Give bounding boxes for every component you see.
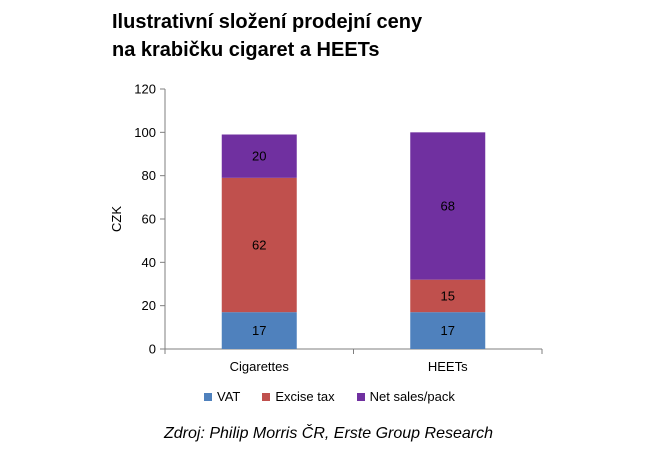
y-tick-label-40: 40: [142, 255, 156, 270]
bar-cigarettes-vat: [221, 312, 297, 349]
source-note: Zdroj: Philip Morris ČR, Erste Group Res…: [164, 425, 493, 442]
x-tick-label-heets: HEETs: [428, 359, 468, 374]
chart-bars: 17 62 20 17 15 68: [221, 132, 486, 349]
legend-swatch-net-sales: [356, 392, 365, 401]
data-label-heets-excise-tax: 15: [441, 288, 455, 303]
legend-item-net-sales: Net sales/pack: [356, 389, 455, 404]
legend-label-excise-tax: Excise tax: [275, 389, 335, 404]
y-axis-title: CZK: [109, 206, 124, 232]
legend-swatch-vat: [204, 392, 212, 401]
y-tick-label-20: 20: [142, 298, 156, 313]
chart-title-line-2: na krabičku cigaret a HEETs: [112, 39, 380, 61]
chart-title-line-1: Ilustrativní složení prodejní ceny: [112, 11, 423, 33]
y-tick-label-60: 60: [142, 212, 156, 227]
y-tick-label-100: 100: [134, 125, 156, 140]
data-label-heets-vat: 17: [441, 323, 455, 338]
chart-title: Ilustrativní složení prodejní ceny na kr…: [112, 8, 422, 64]
y-tick-label-0: 0: [149, 342, 156, 357]
bar-heets-vat: [410, 312, 486, 349]
data-label-heets-net-sales-pack: 68: [441, 199, 455, 214]
bar-cigarettes-net-sales-pack: [221, 134, 297, 178]
data-label-cigarettes-net-sales-pack: 20: [252, 149, 266, 164]
legend-swatch-excise-tax: [262, 392, 271, 401]
chart-legend: VAT Excise tax Net sales/pack: [204, 389, 455, 404]
bar-heets-excise-tax: [410, 279, 486, 313]
bar-heets-net-sales-pack: [410, 132, 486, 280]
y-tick-label-120: 120: [134, 82, 156, 97]
legend-label-vat: VAT: [217, 389, 241, 404]
bar-cigarettes-excise-tax: [221, 177, 297, 313]
legend-item-excise-tax: Excise tax: [262, 389, 335, 404]
y-tick-label-80: 80: [142, 168, 156, 183]
legend-label-net-sales: Net sales/pack: [369, 389, 455, 404]
legend-item-vat: VAT: [204, 389, 240, 404]
data-label-cigarettes-excise-tax: 62: [252, 238, 266, 253]
x-tick-label-cigarettes: Cigarettes: [230, 359, 290, 374]
data-label-cigarettes-vat: 17: [252, 323, 266, 338]
